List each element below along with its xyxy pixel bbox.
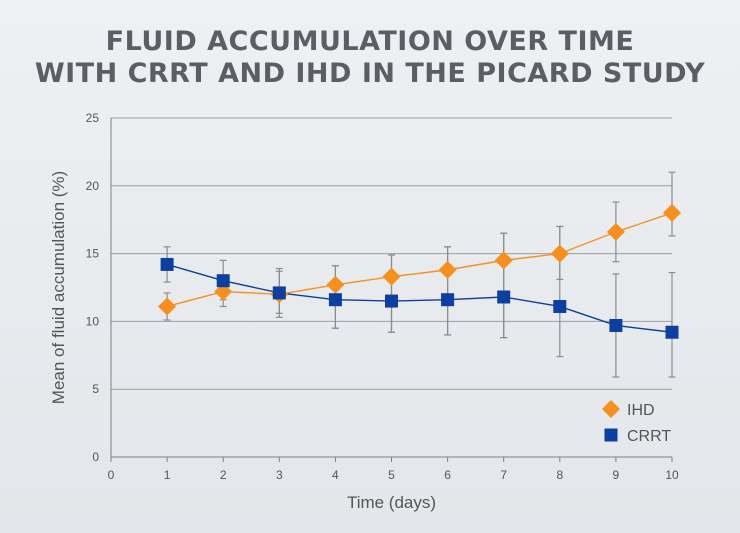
chart-title-line-2: WITH CRRT AND IHD IN THE PICARD STUDY <box>34 58 706 89</box>
data-point-crrt <box>385 294 398 308</box>
data-point-crrt <box>441 293 455 307</box>
data-point-crrt <box>160 257 174 271</box>
data-point-crrt <box>553 299 567 313</box>
x-axis-title: Time (days) <box>347 493 436 512</box>
y-tick-label: 10 <box>86 314 100 328</box>
data-point-crrt <box>609 318 623 332</box>
data-point-ihd <box>382 267 401 286</box>
y-axis-title: Mean of fluid accumulation (%) <box>49 171 68 404</box>
x-tick-label: 8 <box>556 468 563 482</box>
series-lines-layer <box>166 212 673 333</box>
legend-label-crrt: CRRT <box>627 428 671 445</box>
legend: IHD CRRT <box>602 400 671 445</box>
legend-label-ihd: IHD <box>627 402 655 419</box>
axis-layer: 0 5 10 15 20 25 0 1 2 3 4 5 6 7 8 9 10 Time (days) Mean of… <box>49 111 679 512</box>
data-point-ihd <box>438 260 457 279</box>
grid-layer <box>111 117 672 390</box>
data-point-crrt <box>272 286 286 300</box>
data-point-ihd <box>158 297 177 316</box>
data-point-crrt <box>328 293 342 307</box>
legend-marker-ihd <box>602 400 620 418</box>
data-point-crrt <box>497 290 511 304</box>
data-point-crrt <box>665 325 679 339</box>
x-tick-label: 5 <box>388 468 395 482</box>
y-tick-label: 20 <box>86 179 100 193</box>
data-point-ihd <box>326 275 345 294</box>
markers-layer <box>158 203 681 339</box>
series-line-ihd <box>166 212 673 308</box>
x-tick-label: 3 <box>276 468 283 482</box>
x-tick-label: 6 <box>444 468 451 482</box>
y-tick-label: 15 <box>86 247 100 261</box>
chart-title: FLUID ACCUMULATION OVER TIME WITH CRRT A… <box>0 26 740 90</box>
x-tick-label: 1 <box>164 468 171 482</box>
x-tick-label: 7 <box>500 468 507 482</box>
x-tick-label: 2 <box>220 468 227 482</box>
y-tick-label: 25 <box>86 111 100 125</box>
x-tick-label: 4 <box>332 468 339 482</box>
data-point-ihd <box>550 244 569 263</box>
data-point-ihd <box>663 203 681 222</box>
x-tick-label: 10 <box>665 468 679 482</box>
x-tick-label: 0 <box>108 468 115 482</box>
data-point-crrt <box>216 274 230 288</box>
data-point-ihd <box>606 222 625 241</box>
x-tick-label: 9 <box>613 468 620 482</box>
legend-marker-crrt <box>604 428 618 442</box>
error-bars-layer <box>163 171 676 378</box>
y-tick-label: 0 <box>92 450 99 464</box>
chart-title-line-1: FLUID ACCUMULATION OVER TIME <box>105 26 635 57</box>
data-point-ihd <box>494 251 513 270</box>
series-line-crrt <box>166 263 673 333</box>
y-tick-label: 5 <box>92 382 99 396</box>
